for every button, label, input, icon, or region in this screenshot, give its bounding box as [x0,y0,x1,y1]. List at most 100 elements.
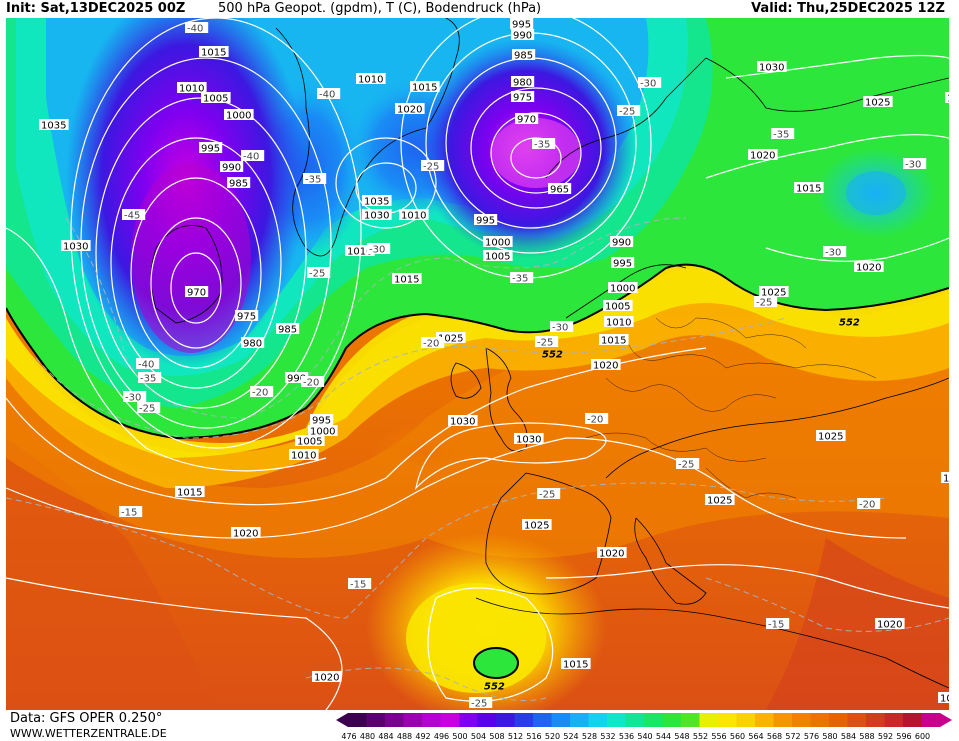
isobar-label: 970 [185,286,209,299]
isobar-label-text: 1015 [563,660,588,671]
isobar-label-text: 985 [229,179,248,190]
temperature-label-box [367,243,391,254]
legend-tick: 544 [656,732,671,741]
isobar-label: 1015 [175,486,205,499]
isobar-label-box [392,273,422,284]
temperature-label-box [138,372,162,383]
isobar-label-box [235,310,259,321]
isobar-label-text: 995 [512,20,531,31]
temperature-label-box [903,158,927,169]
isobar-label-text: 1015 [177,488,202,499]
isobar-label-box [610,236,634,247]
website-credit: WWW.WETTERZENTRALE.DE [10,727,167,740]
east-cyan-core [846,171,906,215]
temperature-label-text: -30 [125,393,141,404]
isobar-label: 1030 [514,433,544,446]
temperature-label-box [185,22,209,33]
temperature-labels: -40-40-40-35-45-30-25-40-35-30-25-20-20-… [119,22,927,710]
isobar-label-box [611,257,635,268]
isobar-label: 1010 [356,73,386,86]
isobar-label: 1025 [705,494,735,507]
isobar-label-box [945,92,949,103]
isobar-label-box [199,142,223,153]
isobar-label-text: 1025 [438,334,463,345]
legend-tick: 540 [637,732,652,741]
temperature-label: -20 [421,337,445,350]
isobar-label-box [748,149,778,160]
legend-cell [662,713,682,727]
valid-time: Valid: Thu,25DEC2025 12Z [751,1,945,16]
temperature-label-text: -30 [369,245,385,256]
isobar-label-text: 1020 [856,263,881,274]
temperature-label: -30 [367,243,391,256]
isobar-label: 1000 [483,236,513,249]
isobar-label-text: 975 [513,93,532,104]
isobar-label-box [875,618,905,629]
legend-tick: 528 [582,732,597,741]
color-legend-cells [336,713,952,727]
isobar-label-box [175,486,205,497]
temperature-label: -35 [303,173,327,186]
temperature-label-box [421,160,445,171]
isobar-label-box [757,61,787,72]
isobar-label-text: 1025 [524,521,549,532]
temperature-label-box [469,697,493,708]
isobar-label: 1010 [399,209,429,222]
legend-tick: 536 [619,732,634,741]
legend-tick: 496 [434,732,449,741]
isobar-label-box [522,519,552,530]
isobar-label: 975 [511,91,535,104]
isobar-label: 1015 [561,658,591,671]
isobar-label-box [599,334,629,345]
isobar-label: 1005 [603,300,633,313]
temperature-label-text: -30 [640,79,656,90]
legend-tick: 484 [378,732,393,741]
isobar-label-text: 1010 [606,318,631,329]
temperature-label-box [823,246,847,257]
legend-cell [551,713,571,727]
color-legend-ticks: 476 480 484 488 492 496 500 504 508 512 516 520 524 5… [341,732,930,741]
isobar-label: 1000 [308,425,338,438]
temperature-label-text: -15 [768,620,784,631]
isobar-label-text: 1010 [291,451,316,462]
isobar-label-box [395,103,425,114]
isobar-label: 990 [220,161,244,174]
geopotential-label-text: 552 [542,350,563,361]
legend-cell [607,713,626,727]
isobar-label-box [514,433,544,444]
isobar-label-text: 995 [201,144,220,155]
temperature-label-text: -35 [140,374,156,385]
legend-tick: 492 [415,732,430,741]
temperature-label-text: -25 [539,490,555,501]
legend-cell [570,713,589,727]
isobar-label-box [548,183,572,194]
temperature-label-text: -20 [303,378,319,389]
legend-cell [866,713,885,727]
legend-cell [625,713,645,727]
legend-cell [422,713,441,727]
isobar-label-text: 1035 [364,197,389,208]
temperature-label-text: -25 [471,699,487,710]
isobar-label-box [511,91,535,102]
isobar-label-text: 1000 [610,284,635,295]
temperature-label: -40 [136,358,160,371]
legend-tick: 524 [563,732,578,741]
temperature-label-box [638,77,662,88]
isobar-label-text: 1015 [201,48,226,59]
legend-cell [773,713,793,727]
temperature-label-text: -35 [305,175,321,186]
legend-tick: 548 [674,732,689,741]
isobar-label: 980 [511,76,535,89]
isobar-label: 1015 [599,334,629,347]
temperature-label: -40 [185,22,209,35]
eastern-low-core [491,118,581,188]
isobars [6,18,949,710]
isobar-label-text: 1015 [601,336,626,347]
isobar-label: 1025 [759,286,789,299]
legend-cell [588,713,608,727]
legend-tick: 564 [748,732,763,741]
isobar-label-text: 1005 [485,252,510,263]
isobar-label-box [604,316,634,327]
temperature-label-box [550,321,574,332]
coastlines [150,18,949,689]
